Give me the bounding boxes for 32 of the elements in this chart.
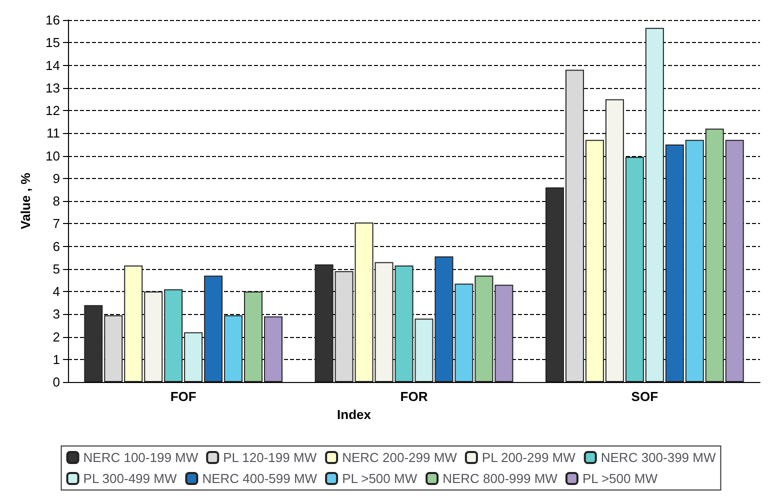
y-tick-label: 7 bbox=[52, 216, 60, 232]
y-tick-label: 13 bbox=[46, 80, 60, 96]
legend-label: NERC 300-399 MW bbox=[600, 450, 716, 465]
y-tick-label: 11 bbox=[46, 126, 60, 141]
y-tick-label: 3 bbox=[52, 306, 60, 322]
y-tick-label: 9 bbox=[52, 170, 60, 186]
y-tick-label: 4 bbox=[52, 284, 60, 299]
y-tick-label: 14 bbox=[46, 58, 60, 73]
x-axis-title: Index bbox=[337, 406, 372, 422]
legend-label: PL 300-499 MW bbox=[83, 471, 178, 486]
x-tick-label: FOF bbox=[170, 389, 196, 404]
legend-label: NERC 400-599 MW bbox=[202, 471, 318, 486]
y-axis-title: Value , % bbox=[18, 172, 33, 230]
y-tick-label: 15 bbox=[46, 35, 60, 50]
y-tick-label: 2 bbox=[52, 329, 60, 344]
y-tick-label: 16 bbox=[46, 12, 60, 28]
y-tick-label: 5 bbox=[52, 261, 60, 276]
legend-label: PL 200-299 MW bbox=[482, 450, 576, 465]
y-tick-label: 0 bbox=[52, 374, 60, 390]
y-tick-label: 12 bbox=[46, 103, 60, 118]
y-tick-label: 6 bbox=[52, 238, 60, 254]
y-tick-label: 8 bbox=[52, 194, 60, 208]
x-tick-label: FOR bbox=[400, 389, 428, 404]
legend-label: PL >500 MW bbox=[582, 471, 658, 486]
x-tick-label: SOF bbox=[631, 389, 658, 404]
legend-label: NERC 800-999 MW bbox=[442, 471, 558, 486]
y-tick-label: 10 bbox=[46, 148, 60, 164]
y-tick-label: 1 bbox=[52, 352, 60, 367]
legend-label: NERC 100-199 MW bbox=[83, 450, 199, 465]
legend-label: PL >500 MW bbox=[342, 471, 418, 486]
legend-label: PL 120-199 MW bbox=[223, 450, 318, 465]
legend-label: NERC 200-299 MW bbox=[342, 450, 458, 465]
